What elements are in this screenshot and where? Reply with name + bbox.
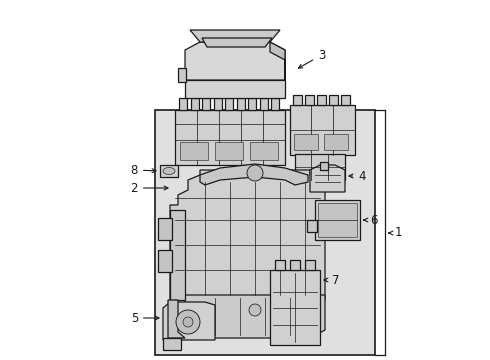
Text: 6: 6 [364, 213, 377, 226]
Ellipse shape [163, 167, 175, 175]
Bar [295, 154, 345, 180]
Polygon shape [168, 300, 185, 338]
Bar [271, 98, 279, 110]
Bar [178, 68, 186, 82]
Text: 3: 3 [298, 49, 325, 68]
Bar [341, 95, 350, 105]
Polygon shape [202, 38, 272, 47]
Polygon shape [185, 42, 285, 80]
Text: 7: 7 [324, 274, 340, 287]
Bar [185, 80, 285, 98]
Circle shape [247, 165, 263, 181]
Text: 4: 4 [349, 170, 366, 183]
Polygon shape [200, 164, 308, 185]
Bar [163, 338, 181, 350]
Bar [202, 98, 210, 110]
Polygon shape [310, 165, 345, 192]
Bar [175, 110, 285, 165]
Polygon shape [163, 302, 215, 340]
Circle shape [183, 317, 193, 327]
Bar [250, 142, 278, 160]
Polygon shape [190, 30, 280, 42]
Bar [215, 142, 243, 160]
Polygon shape [170, 170, 325, 300]
Bar [320, 162, 328, 170]
Bar [237, 98, 245, 110]
Bar [270, 270, 320, 345]
Text: 5: 5 [131, 311, 159, 324]
Text: 1: 1 [389, 226, 402, 239]
Bar [290, 105, 355, 155]
Bar [225, 98, 233, 110]
Bar [293, 95, 302, 105]
Bar [158, 250, 172, 272]
Polygon shape [185, 295, 325, 338]
Bar [329, 95, 338, 105]
Bar [315, 200, 360, 240]
Polygon shape [270, 42, 285, 80]
Bar [290, 260, 300, 270]
Bar [191, 98, 198, 110]
Bar [305, 260, 315, 270]
Circle shape [176, 310, 200, 334]
Circle shape [249, 304, 261, 316]
Bar [180, 142, 208, 160]
Text: 8: 8 [131, 163, 156, 176]
Bar [248, 98, 256, 110]
Bar [307, 220, 317, 232]
Bar [158, 218, 172, 240]
Bar [214, 98, 221, 110]
Bar [317, 95, 326, 105]
Text: 2: 2 [130, 181, 168, 194]
Bar [179, 98, 187, 110]
Bar [294, 134, 318, 150]
Bar [318, 203, 357, 237]
Bar [160, 165, 178, 177]
Bar [324, 134, 348, 150]
Bar [260, 98, 268, 110]
Polygon shape [170, 210, 185, 300]
Bar [305, 95, 314, 105]
Bar [275, 260, 285, 270]
Bar [155, 110, 375, 355]
